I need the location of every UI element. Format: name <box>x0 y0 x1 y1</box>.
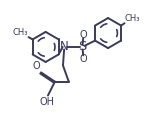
Text: O: O <box>79 53 87 64</box>
Text: O: O <box>32 61 40 71</box>
Text: S: S <box>78 40 86 53</box>
Text: N: N <box>60 40 69 53</box>
Text: CH₃: CH₃ <box>13 27 28 37</box>
Text: O: O <box>79 30 87 40</box>
Text: CH₃: CH₃ <box>125 14 140 23</box>
Text: OH: OH <box>40 97 55 107</box>
